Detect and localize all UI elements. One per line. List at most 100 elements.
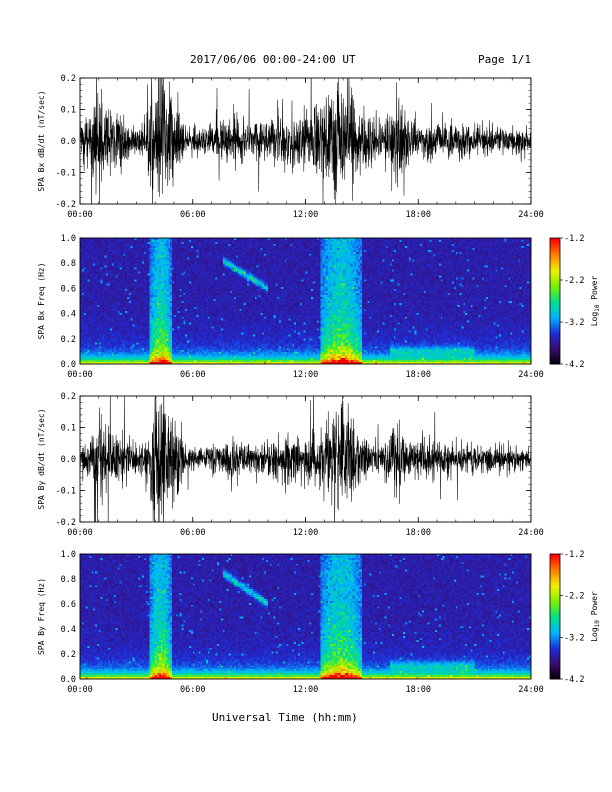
- colorbar-cell: [550, 263, 560, 266]
- colorbar-cell: [550, 601, 560, 605]
- y-axis-label: SPA By dB/dt (nT/sec): [37, 408, 46, 509]
- colorbar-cell: [550, 610, 560, 613]
- colorbar-cell: [550, 286, 560, 289]
- colorbar-cell: [550, 672, 560, 676]
- colorbar-cell: [550, 328, 560, 331]
- colorbar-cell: [550, 668, 560, 672]
- x-axis-title: Universal Time (hh:mm): [212, 711, 358, 724]
- x-tick-label: 12:00: [293, 528, 319, 538]
- colorbar-cell: [550, 587, 560, 590]
- colorbar-cell: [550, 324, 560, 327]
- colorbar-cell: [550, 332, 560, 336]
- colorbar-cell: [550, 349, 560, 352]
- colorbar-cell: [550, 620, 560, 624]
- plot-frame: [79, 77, 532, 205]
- colorbar-cell: [550, 277, 560, 281]
- colorbar-cell: [550, 608, 560, 611]
- x-tick-label: 12:00: [293, 210, 319, 220]
- colorbar-cell: [550, 330, 560, 333]
- colorbar-cell: [550, 595, 560, 599]
- colorbar-label: Log10 Power: [590, 276, 601, 327]
- x-tick-label: 18:00: [405, 528, 431, 538]
- colorbar-cell: [550, 568, 560, 572]
- colorbar-cell: [550, 359, 560, 363]
- colorbar-tick-label: -4.2: [564, 360, 584, 370]
- spectrogram-image-bx-spectrogram: [80, 238, 531, 364]
- colorbar-cell: [550, 651, 560, 655]
- colorbar-cell: [550, 301, 560, 304]
- colorbar-cell: [550, 633, 560, 636]
- colorbar-cell: [550, 624, 560, 628]
- spectrogram-image-by-spectrogram: [80, 554, 531, 679]
- colorbar-cell: [550, 614, 560, 617]
- y-tick-label: 0.6: [61, 284, 76, 294]
- colorbar-cell: [550, 656, 560, 659]
- colorbar-cell: [550, 616, 560, 620]
- colorbar-cell: [550, 288, 560, 291]
- x-tick-label: 06:00: [180, 370, 206, 380]
- colorbar-tick-label: -4.2: [564, 675, 584, 685]
- y-tick-label: 0.8: [61, 575, 76, 585]
- colorbar-cell: [550, 336, 560, 340]
- y-tick-label: 0.0: [61, 675, 76, 685]
- y-tick-label: 1.0: [61, 234, 76, 244]
- colorbar-cell: [550, 240, 560, 243]
- y-tick-label: 0.2: [61, 392, 76, 402]
- colorbar-cell: [550, 238, 560, 241]
- colorbar-cell: [550, 593, 560, 597]
- y-tick-label: 0.1: [61, 424, 76, 434]
- y-tick-label: 0.0: [61, 360, 76, 370]
- y-tick-label: -0.2: [56, 200, 76, 210]
- colorbar-cell: [550, 676, 560, 680]
- colorbar-cell: [550, 579, 560, 582]
- colorbar-cell: [550, 315, 560, 319]
- x-tick-label: 24:00: [518, 210, 544, 220]
- colorbar-cell: [550, 674, 560, 678]
- colorbar-cell: [550, 307, 560, 310]
- colorbar-cell: [550, 556, 560, 559]
- colorbar-cell: [550, 351, 560, 354]
- colorbar-cell: [550, 583, 560, 586]
- x-tick-label: 18:00: [405, 370, 431, 380]
- x-tick-label: 24:00: [518, 528, 544, 538]
- colorbar-cell: [550, 618, 560, 622]
- colorbar-cell: [550, 250, 560, 254]
- plot-frame: [79, 237, 532, 365]
- x-tick-label: 12:00: [293, 370, 319, 380]
- colorbar-cell: [550, 345, 560, 348]
- y-tick-label: 0.2: [61, 335, 76, 345]
- y-tick-label: -0.2: [56, 518, 76, 528]
- colorbar-cell: [550, 637, 560, 640]
- colorbar-cell: [550, 317, 560, 321]
- colorbar-cell: [550, 294, 560, 298]
- x-tick-label: 00:00: [67, 685, 93, 695]
- colorbar-cell: [550, 353, 560, 357]
- colorbar-cell: [550, 298, 560, 302]
- colorbar-cell: [550, 666, 560, 670]
- colorbar-cell: [550, 292, 560, 296]
- x-tick-label: 24:00: [518, 685, 544, 695]
- colorbar-cell: [550, 591, 560, 595]
- colorbar-tick-label: -3.2: [564, 318, 584, 328]
- colorbar-cell: [550, 649, 560, 653]
- colorbar-tick-label: -2.2: [564, 592, 584, 602]
- x-tick-label: 00:00: [67, 370, 93, 380]
- colorbar-cell: [550, 280, 560, 283]
- colorbar-cell: [550, 347, 560, 350]
- colorbar-cell: [550, 662, 560, 665]
- colorbar-cell: [550, 252, 560, 256]
- colorbar-cell: [550, 654, 560, 657]
- colorbar-bx-spectrogram: -1.2 -2.2 -3.2 -4.2 Log10 Power: [549, 234, 601, 370]
- colorbar-cell: [550, 574, 560, 578]
- colorbar-cell: [550, 282, 560, 285]
- colorbar-cell: [550, 256, 560, 260]
- colorbar-cell: [550, 319, 560, 323]
- colorbar-cell: [550, 244, 560, 247]
- colorbar-cell: [550, 322, 560, 325]
- x-tick-label: 12:00: [293, 685, 319, 695]
- y-tick-label: 0.0: [61, 455, 76, 465]
- y-tick-label: 0.1: [61, 106, 76, 116]
- colorbar-cell: [550, 271, 560, 275]
- colorbar-tick-label: -1.2: [564, 550, 584, 560]
